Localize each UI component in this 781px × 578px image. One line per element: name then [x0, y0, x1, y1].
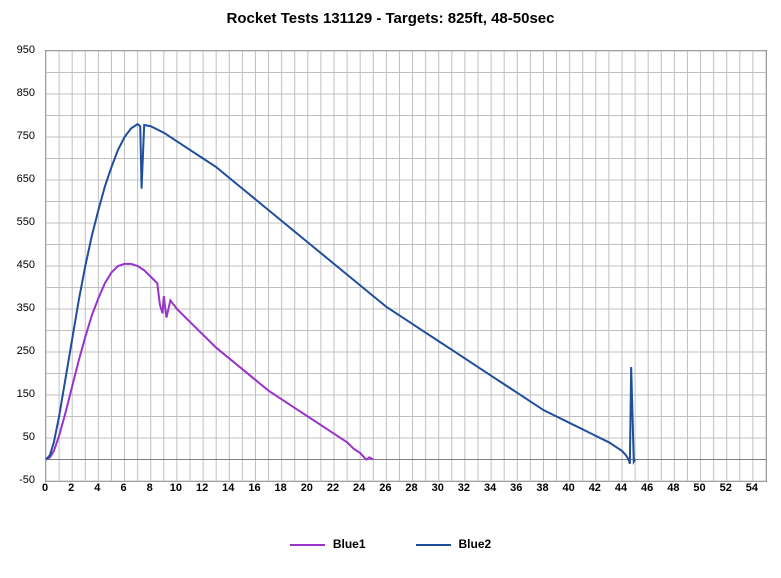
y-tick-label: 450 — [17, 259, 35, 271]
series-line-blue2 — [46, 124, 635, 464]
y-tick-label: 150 — [17, 388, 35, 400]
plot-area — [45, 50, 767, 482]
x-tick-label: 38 — [536, 482, 548, 494]
legend-item-blue1: Blue1 — [290, 537, 366, 551]
y-tick-label: 350 — [17, 302, 35, 314]
y-axis-labels: -5050150250350450550650750850950 — [0, 50, 40, 480]
y-tick-label: 250 — [17, 345, 35, 357]
x-tick-label: 26 — [379, 482, 391, 494]
chart-title: Rocket Tests 131129 - Targets: 825ft, 48… — [0, 10, 781, 27]
x-tick-label: 2 — [68, 482, 74, 494]
x-tick-label: 34 — [484, 482, 496, 494]
y-tick-label: -50 — [19, 474, 35, 486]
x-tick-label: 46 — [641, 482, 653, 494]
x-tick-label: 36 — [510, 482, 522, 494]
x-tick-label: 48 — [667, 482, 679, 494]
legend-swatch — [416, 544, 451, 546]
legend: Blue1 Blue2 — [0, 535, 781, 553]
y-tick-label: 850 — [17, 87, 35, 99]
x-tick-label: 14 — [222, 482, 234, 494]
y-tick-label: 50 — [23, 431, 35, 443]
x-tick-label: 22 — [327, 482, 339, 494]
plot-svg — [46, 51, 766, 481]
y-tick-label: 950 — [17, 44, 35, 56]
x-tick-label: 10 — [170, 482, 182, 494]
x-tick-label: 44 — [615, 482, 627, 494]
x-tick-label: 42 — [589, 482, 601, 494]
x-tick-label: 4 — [94, 482, 100, 494]
x-tick-label: 12 — [196, 482, 208, 494]
y-tick-label: 650 — [17, 173, 35, 185]
x-tick-label: 24 — [353, 482, 365, 494]
x-tick-label: 52 — [720, 482, 732, 494]
x-tick-label: 30 — [432, 482, 444, 494]
legend-item-blue2: Blue2 — [416, 537, 492, 551]
legend-label: Blue2 — [459, 537, 492, 551]
x-tick-label: 16 — [248, 482, 260, 494]
x-tick-label: 18 — [275, 482, 287, 494]
series-line-blue1 — [46, 264, 373, 460]
x-axis-labels: 0246810121416182022242628303234363840424… — [45, 482, 765, 502]
y-tick-label: 750 — [17, 130, 35, 142]
x-tick-label: 6 — [120, 482, 126, 494]
x-tick-label: 50 — [693, 482, 705, 494]
chart-container: Rocket Tests 131129 - Targets: 825ft, 48… — [0, 0, 781, 578]
x-tick-label: 28 — [405, 482, 417, 494]
x-tick-label: 0 — [42, 482, 48, 494]
y-tick-label: 550 — [17, 216, 35, 228]
x-tick-label: 54 — [746, 482, 758, 494]
x-tick-label: 8 — [147, 482, 153, 494]
legend-label: Blue1 — [333, 537, 366, 551]
x-tick-label: 32 — [458, 482, 470, 494]
legend-swatch — [290, 544, 325, 546]
x-tick-label: 40 — [563, 482, 575, 494]
x-tick-label: 20 — [301, 482, 313, 494]
